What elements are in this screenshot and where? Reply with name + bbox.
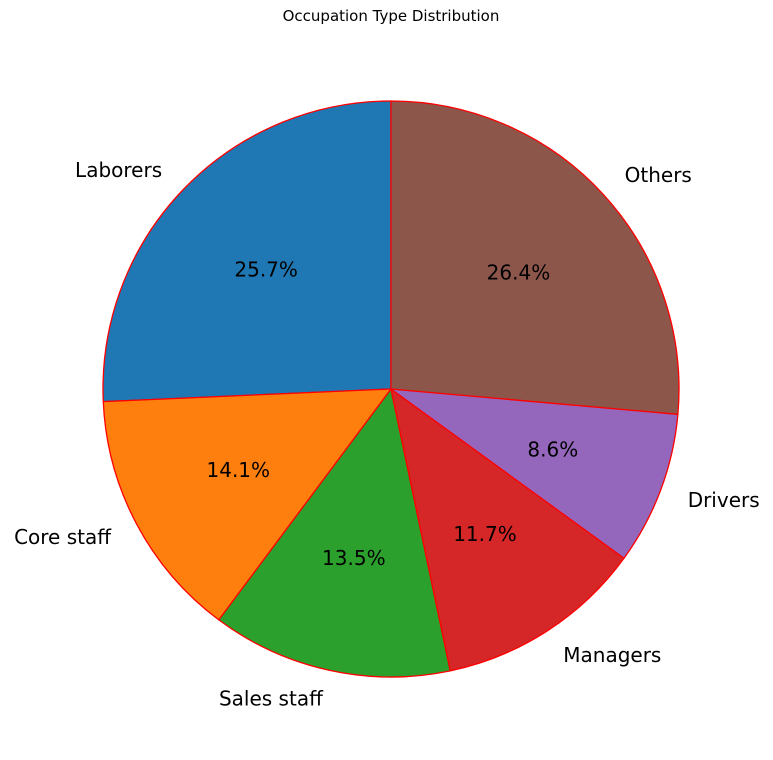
- pie-category-label: Others: [625, 163, 692, 187]
- pie-slice-others: [390, 100, 680, 415]
- pie-slice-core-staff: [102, 388, 392, 621]
- pie-percent-label: 11.7%: [453, 522, 517, 546]
- pie-percent-label: 14.1%: [207, 458, 271, 482]
- pie-slices: [102, 100, 680, 678]
- pie-percent-label: 8.6%: [527, 438, 578, 462]
- pie-percent-labels: 25.7% 14.1% 13.5% 11.7% 8.6% 26.4%: [207, 258, 579, 570]
- pie-percent-label: 25.7%: [234, 258, 298, 282]
- pie-percent-label: 26.4%: [487, 260, 551, 284]
- pie-category-label: Laborers: [75, 158, 162, 182]
- chart-title: Occupation Type Distribution: [282, 7, 500, 25]
- pie-slice-drivers: [390, 388, 679, 559]
- pie-category-label: Sales staff: [219, 686, 324, 710]
- pie-category-label: Managers: [563, 643, 661, 667]
- pie-slice-laborers: [102, 100, 392, 403]
- pie-slice-sales-staff: [218, 388, 451, 678]
- pie-slice-managers: [390, 388, 625, 672]
- pie-category-label: Drivers: [688, 488, 760, 512]
- pie-percent-label: 13.5%: [322, 546, 386, 570]
- pie-category-labels: Laborers Core staff Sales staff Managers Dri…: [14, 158, 760, 710]
- pie-category-label: Core staff: [14, 525, 112, 549]
